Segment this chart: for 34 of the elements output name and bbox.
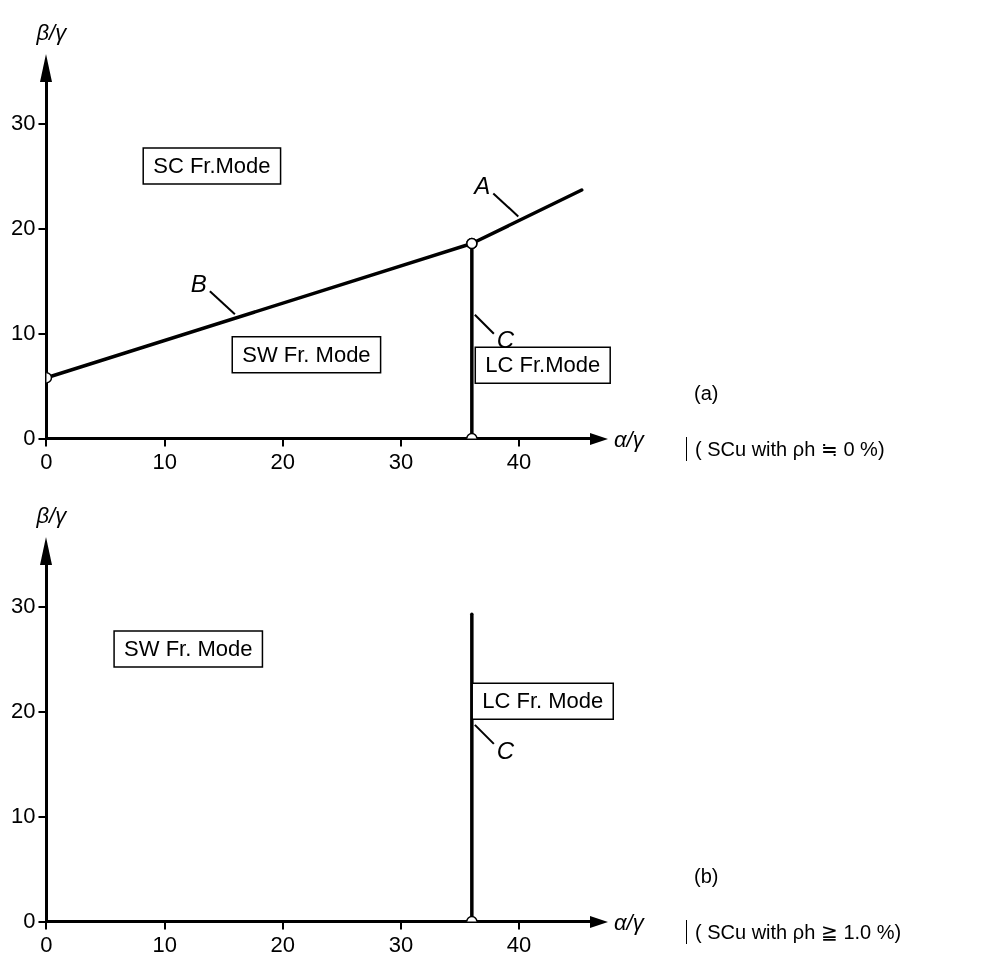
y-tick-label: 20: [10, 697, 36, 723]
x-tick-label: 10: [152, 448, 177, 474]
text: ( SCu with ρh ≧ 1.0 %): [686, 919, 902, 944]
y-tick-label: 30: [10, 110, 36, 136]
x-tick-label: 20: [270, 931, 296, 957]
series-label: A: [472, 172, 491, 200]
x-tick-label: 20: [270, 448, 296, 474]
x-tick-label: 0: [40, 448, 53, 474]
y-tick-label: 10: [10, 802, 36, 828]
x-tick-label: 40: [506, 931, 532, 957]
y-tick-label: 20: [10, 214, 36, 240]
annotation: LC Fr.Mode: [485, 352, 601, 378]
y-tick-label: 0: [23, 907, 36, 933]
x-tick-label: 30: [388, 448, 414, 474]
annotation: SW Fr. Mode: [124, 635, 253, 661]
y-axis-title: β/γ: [35, 20, 69, 46]
annotation: LC Fr. Mode: [482, 688, 604, 714]
x-axis-title: α/γ: [614, 909, 646, 935]
annotation: SC Fr.Mode: [153, 152, 271, 178]
annotation: SW Fr. Mode: [242, 341, 371, 367]
y-tick-label: 0: [23, 424, 36, 450]
y-tick-label: 10: [10, 319, 36, 345]
y-axis-title: β/γ: [35, 503, 69, 529]
x-axis-title: α/γ: [614, 426, 646, 452]
x-tick-label: 40: [506, 448, 532, 474]
y-tick-label: 30: [10, 593, 36, 619]
text: (a): [693, 381, 719, 405]
x-tick-label: 30: [388, 931, 414, 957]
text: (b): [693, 864, 719, 888]
legend-label: C: [496, 736, 515, 764]
x-tick-label: 10: [152, 931, 177, 957]
text: ( SCu with ρh ≒ 0 %): [686, 436, 885, 461]
x-tick-label: 0: [40, 931, 53, 957]
series-label: B: [190, 270, 207, 298]
